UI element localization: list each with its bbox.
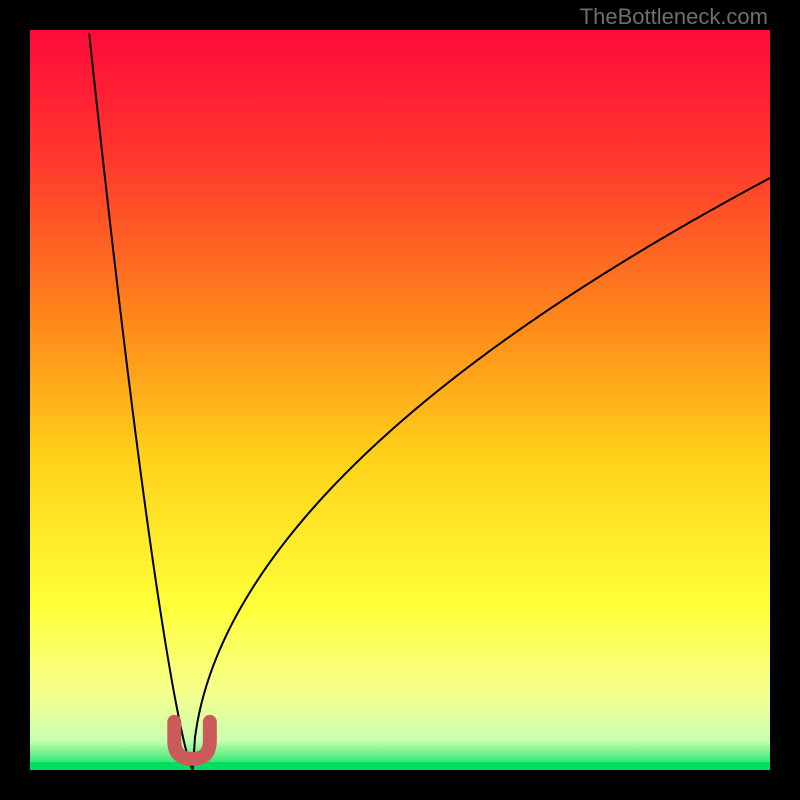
curves-layer bbox=[0, 0, 800, 800]
valley-marker bbox=[174, 722, 210, 759]
bottleneck-curve bbox=[89, 34, 770, 770]
chart-stage: TheBottleneck.com bbox=[0, 0, 800, 800]
watermark-text: TheBottleneck.com bbox=[580, 4, 768, 30]
